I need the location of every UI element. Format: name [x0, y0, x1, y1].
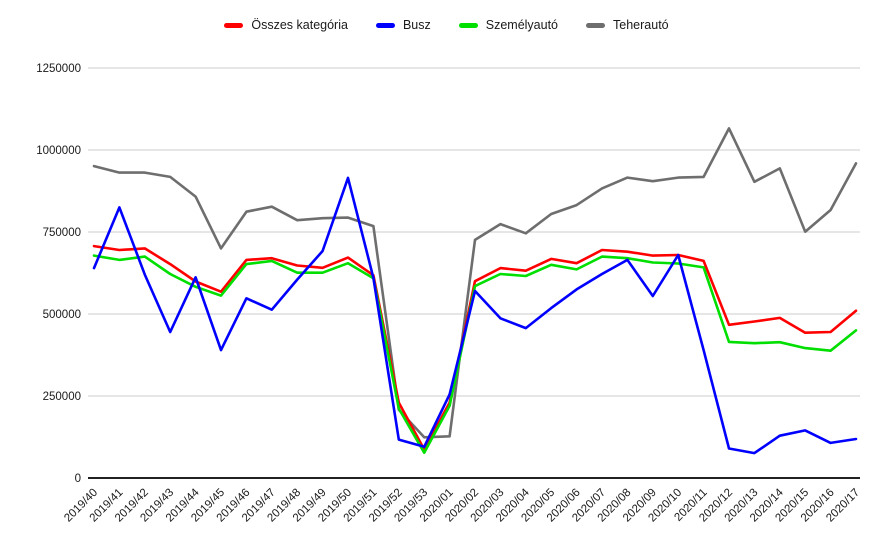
legend-label: Összes kategória — [251, 18, 348, 32]
svg-text:250000: 250000 — [43, 391, 81, 403]
series-line--sszes-kateg-ria — [92, 244, 858, 451]
legend-label: Személyautó — [485, 18, 559, 32]
x-axis-labels: 2019/402019/412019/422019/432019/442019/… — [62, 486, 862, 524]
svg-text:1000000: 1000000 — [36, 145, 81, 157]
legend-label: Busz — [402, 18, 431, 32]
legend-swatch-icon — [224, 22, 244, 28]
legend-swatch-icon — [458, 22, 478, 28]
legend-swatch-icon — [375, 22, 395, 28]
svg-text:750000: 750000 — [43, 227, 81, 239]
legend-item-busz[interactable]: Busz — [375, 18, 431, 32]
svg-text:0: 0 — [75, 473, 81, 485]
chart-legend: Összes kategória Busz Személyautó Teherautó — [0, 18, 893, 32]
legend-label: Teherautó — [613, 18, 669, 32]
legend-item-szem-lyaut-[interactable]: Személyautó — [458, 18, 559, 32]
series-line-teheraut- — [92, 127, 858, 439]
y-axis-labels: 0 250000 500000 750000 1000000 1250000 — [36, 63, 81, 485]
series-line-busz — [92, 176, 858, 455]
legend-item--sszes-kateg-ria[interactable]: Összes kategória — [224, 18, 348, 32]
svg-text:1250000: 1250000 — [36, 63, 81, 75]
legend-swatch-icon — [586, 22, 606, 28]
svg-text:500000: 500000 — [43, 309, 81, 321]
legend-item-teheraut-[interactable]: Teherautó — [586, 18, 669, 32]
gridlines — [88, 67, 860, 479]
series-line-szem-lyaut- — [92, 254, 858, 455]
